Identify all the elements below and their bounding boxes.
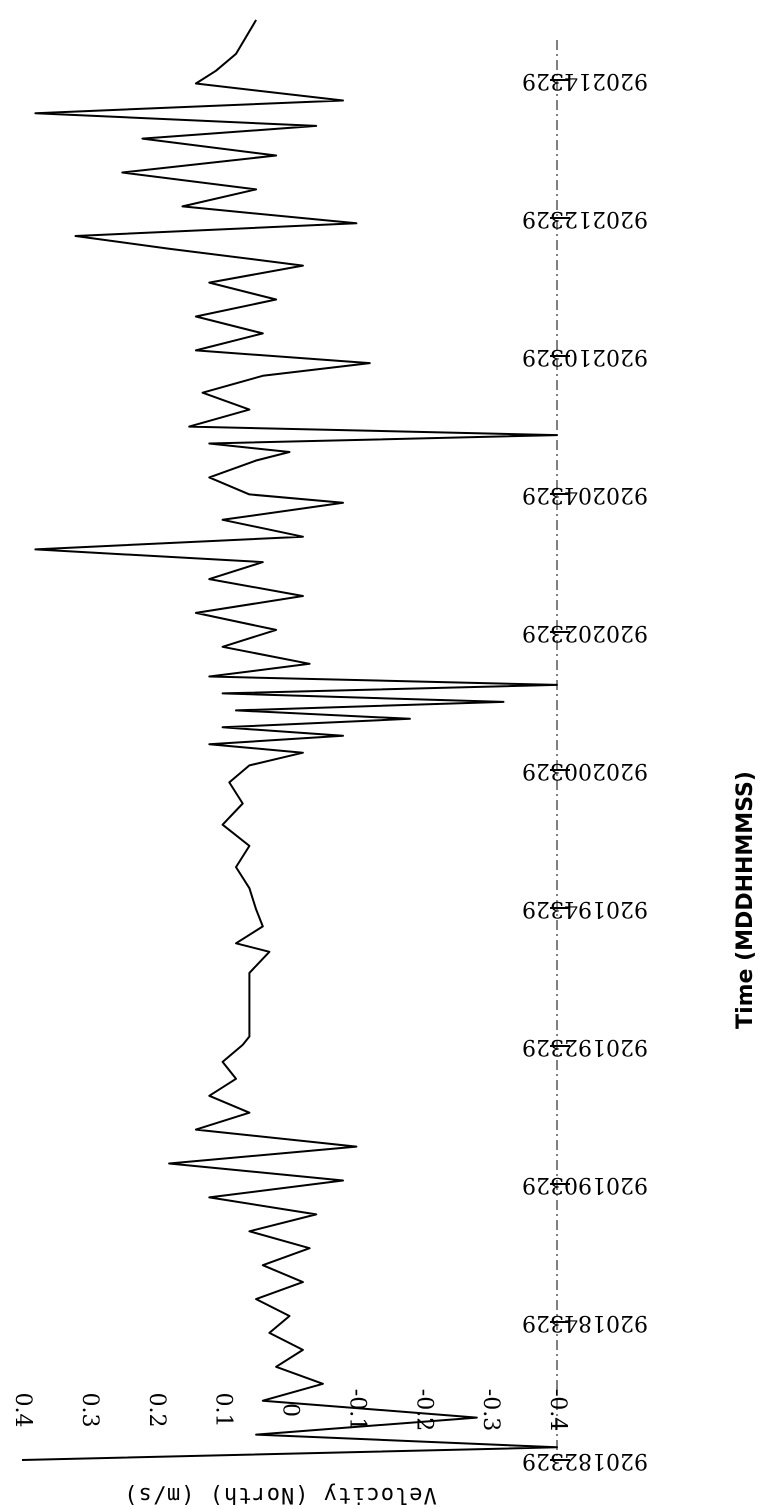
- y-tick-label: -0.3: [478, 1389, 503, 1431]
- x-axis-ticks: 920182329 920184329 920190329 920192329 9201…: [522, 68, 648, 1473]
- y-tick-label: 0.1: [211, 1393, 236, 1428]
- x-tick-label: 920204329: [522, 482, 648, 507]
- y-tick-label: 0.2: [144, 1393, 169, 1428]
- x-tick-label: 920200329: [522, 758, 648, 783]
- x-tick-label: 920214329: [522, 68, 648, 93]
- y-axis-title: Velocity (North) (m/s): [123, 1482, 436, 1507]
- y-tick-label: -0.2: [411, 1389, 436, 1431]
- y-tick-label: 0.4: [10, 1393, 35, 1428]
- x-tick-label: 920184329: [522, 1310, 648, 1335]
- x-tick-label: 920192329: [522, 1034, 648, 1059]
- x-axis-title: Time (MDDHHMMSS): [733, 771, 758, 1029]
- y-tick-label: -0.1: [344, 1389, 369, 1431]
- y-tick-label: 0.3: [77, 1393, 102, 1428]
- data-series-line: [21, 19, 558, 1461]
- y-tick-label: 0: [278, 1403, 303, 1417]
- x-tick-label: 920210329: [522, 344, 648, 369]
- x-tick-label: 920190329: [522, 1172, 648, 1197]
- y-tick-label: -0.4: [545, 1389, 570, 1431]
- x-tick-label: 920212329: [522, 206, 648, 231]
- y-axis-ticks: 0.4 0.3 0.2 0.1 0 -0.1 -0.2 -0.3 -0.4: [10, 1389, 570, 1431]
- x-tick-label: 920194329: [522, 896, 648, 921]
- x-tick-label: 920202329: [522, 620, 648, 645]
- x-tick-label: 920182329: [522, 1448, 648, 1473]
